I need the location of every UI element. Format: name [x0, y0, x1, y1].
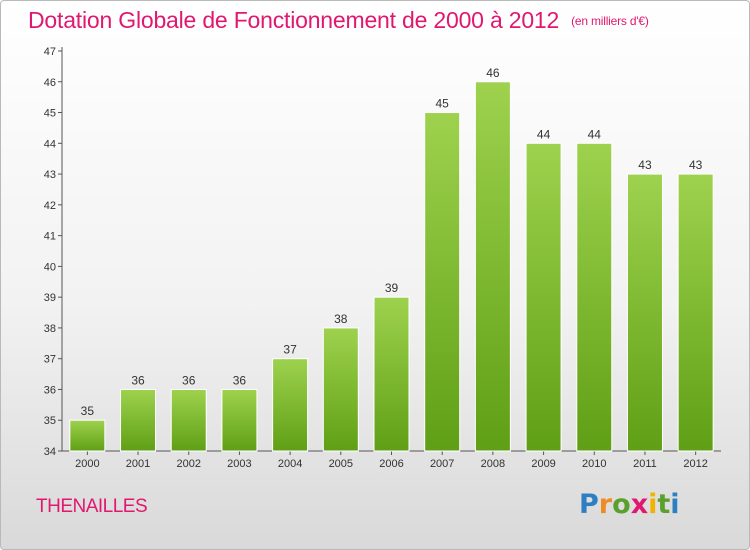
x-tick-label: 2000	[75, 458, 99, 470]
bar-2001	[120, 388, 157, 452]
x-tick-label: 2006	[379, 458, 403, 470]
bar-2012	[677, 173, 714, 452]
bar-2006	[373, 296, 410, 452]
data-label: 36	[182, 373, 196, 387]
data-label: 39	[385, 281, 399, 295]
y-tick-label: 44	[44, 138, 56, 150]
y-tick-label: 47	[44, 46, 56, 58]
y-tick-label: 43	[44, 169, 56, 181]
data-label: 37	[283, 343, 297, 357]
bar-2011	[626, 173, 663, 452]
bar-2003	[221, 388, 258, 452]
y-tick-label: 37	[44, 354, 56, 366]
y-tick-label: 42	[44, 200, 56, 212]
data-label: 44	[588, 127, 602, 141]
chart-axes: 34 35 36 37 38 39 40 41 42 43 44 45 46 47 2000 2001 2002…	[44, 46, 721, 470]
logo-letter: o	[612, 489, 631, 520]
x-tick-label: 2009	[531, 458, 555, 470]
x-tick-label: 2001	[126, 458, 150, 470]
chart-subtitle: (en milliers d'€)	[571, 14, 649, 28]
chart-bars: 35 36 36 36 37 38 39 45 46 44 44 43 43	[69, 66, 714, 452]
data-label: 45	[436, 97, 450, 111]
y-tick-label: 36	[44, 384, 56, 396]
bar-2004	[272, 358, 309, 452]
y-tick-label: 45	[44, 108, 56, 120]
bar-2007	[424, 112, 461, 452]
logo-letter: P	[579, 489, 599, 520]
y-tick-label: 35	[44, 415, 56, 427]
data-label: 36	[131, 373, 145, 387]
y-tick-label: 46	[44, 77, 56, 89]
y-tick-label: 38	[44, 323, 56, 335]
logo-letter: x	[630, 489, 649, 520]
bar-2005	[322, 327, 359, 452]
data-label: 44	[537, 127, 551, 141]
bar-2010	[576, 142, 613, 452]
y-tick-label: 41	[44, 231, 56, 243]
x-tick-label: 2012	[683, 458, 707, 470]
x-tick-label: 2003	[227, 458, 251, 470]
x-tick-label: 2007	[430, 458, 454, 470]
logo-letter: i	[648, 489, 658, 520]
data-label: 35	[81, 404, 95, 418]
y-tick-label: 39	[44, 292, 56, 304]
data-label: 36	[233, 373, 247, 387]
data-label: 38	[334, 312, 348, 326]
y-tick-label: 40	[44, 261, 56, 273]
commune-name: THENAILLES	[36, 496, 148, 517]
logo-letter: i	[670, 489, 680, 520]
logo-letter: t	[657, 489, 671, 520]
bar-2000	[69, 419, 106, 452]
data-label: 43	[689, 158, 703, 172]
x-tick-label: 2011	[633, 458, 657, 470]
x-tick-label: 2002	[176, 458, 200, 470]
y-tick-label: 34	[44, 446, 56, 458]
data-label: 46	[486, 66, 500, 80]
bar-2009	[525, 142, 562, 452]
proxiti-logo: Proxiti	[579, 489, 680, 520]
x-tick-label: 2004	[278, 458, 302, 470]
data-label: 43	[638, 158, 652, 172]
x-tick-label: 2005	[329, 458, 353, 470]
bar-2008	[474, 81, 511, 452]
logo-letter: r	[598, 489, 613, 520]
x-tick-label: 2008	[481, 458, 505, 470]
bar-2002	[170, 388, 207, 452]
chart-title: Dotation Globale de Fonctionnement de 20…	[28, 7, 649, 33]
x-tick-label: 2010	[582, 458, 606, 470]
